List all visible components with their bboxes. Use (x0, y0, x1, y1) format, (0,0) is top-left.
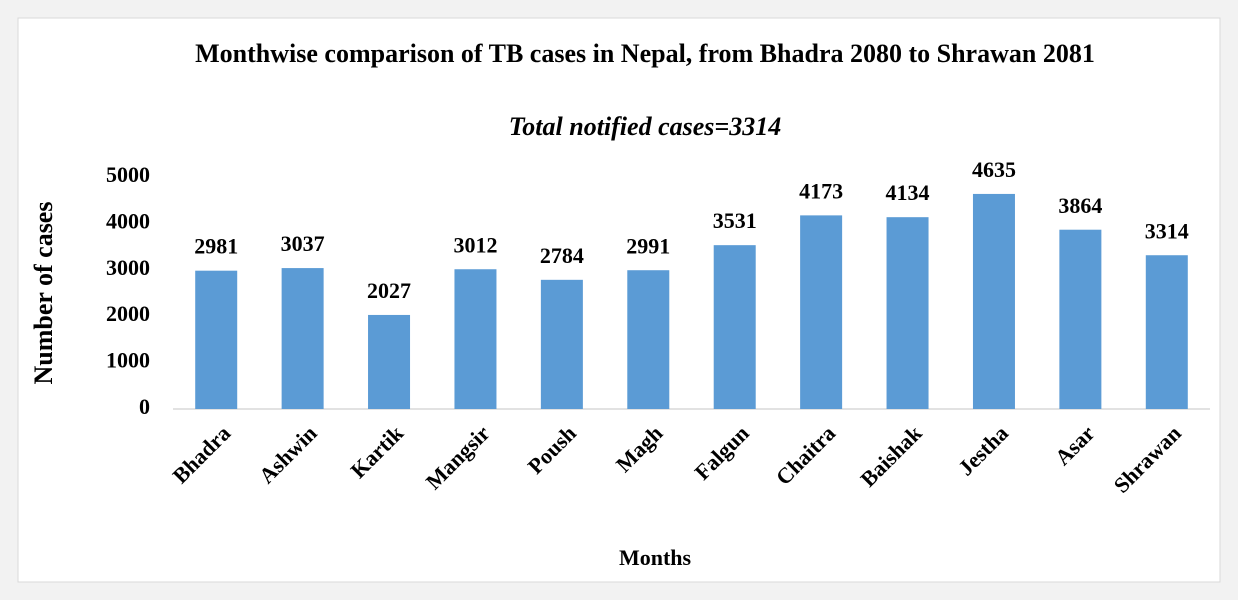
data-label: 2981 (194, 234, 238, 259)
y-tick-label: 1000 (106, 348, 150, 373)
data-label: 3864 (1058, 193, 1102, 218)
bar (972, 193, 1015, 409)
y-tick-label: 5000 (106, 162, 150, 187)
data-label: 4134 (886, 180, 930, 205)
chart-title: Monthwise comparison of TB cases in Nepa… (195, 39, 1095, 68)
x-axis-label: Months (619, 545, 692, 570)
data-label: 3037 (281, 231, 325, 256)
data-label: 2991 (626, 233, 670, 258)
bar (800, 215, 843, 409)
data-label: 4635 (972, 157, 1016, 182)
bar (540, 279, 583, 409)
chart-subtitle: Total notified cases=3314 (508, 112, 782, 141)
y-axis-label: Number of cases (29, 202, 58, 385)
y-tick-label: 3000 (106, 255, 150, 280)
y-tick-label: 4000 (106, 208, 150, 233)
bar (1059, 229, 1102, 409)
data-label: 2784 (540, 243, 584, 268)
bar (1145, 255, 1188, 409)
y-tick-label: 2000 (106, 301, 150, 326)
data-label: 2027 (367, 278, 411, 303)
bar (713, 245, 756, 409)
data-label: 3012 (453, 232, 497, 257)
bar (454, 269, 497, 409)
data-label: 3531 (713, 208, 757, 233)
data-label: 4173 (799, 178, 843, 203)
bar (627, 270, 670, 409)
bar (195, 270, 238, 409)
bar (281, 268, 324, 409)
bar (368, 314, 411, 409)
y-tick-label: 0 (139, 394, 150, 419)
data-label: 3314 (1145, 218, 1189, 243)
bar (886, 217, 929, 409)
